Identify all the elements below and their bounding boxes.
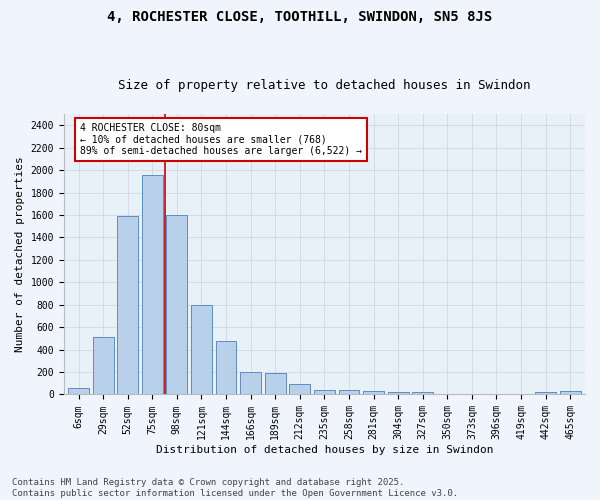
Title: Size of property relative to detached houses in Swindon: Size of property relative to detached ho… bbox=[118, 79, 530, 92]
Bar bbox=[191, 304, 212, 394]
Bar bbox=[388, 392, 409, 394]
Bar bbox=[68, 388, 89, 394]
Bar bbox=[215, 340, 236, 394]
Y-axis label: Number of detached properties: Number of detached properties bbox=[15, 156, 25, 352]
Text: Contains HM Land Registry data © Crown copyright and database right 2025.
Contai: Contains HM Land Registry data © Crown c… bbox=[12, 478, 458, 498]
Bar bbox=[117, 216, 138, 394]
X-axis label: Distribution of detached houses by size in Swindon: Distribution of detached houses by size … bbox=[155, 445, 493, 455]
Bar bbox=[314, 390, 335, 394]
Bar bbox=[142, 174, 163, 394]
Bar bbox=[289, 384, 310, 394]
Bar bbox=[535, 392, 556, 394]
Bar bbox=[265, 372, 286, 394]
Bar bbox=[240, 372, 261, 394]
Bar bbox=[560, 391, 581, 394]
Bar bbox=[412, 392, 433, 394]
Bar bbox=[166, 215, 187, 394]
Text: 4 ROCHESTER CLOSE: 80sqm
← 10% of detached houses are smaller (768)
89% of semi-: 4 ROCHESTER CLOSE: 80sqm ← 10% of detach… bbox=[80, 123, 362, 156]
Text: 4, ROCHESTER CLOSE, TOOTHILL, SWINDON, SN5 8JS: 4, ROCHESTER CLOSE, TOOTHILL, SWINDON, S… bbox=[107, 10, 493, 24]
Bar bbox=[363, 391, 384, 394]
Bar bbox=[92, 338, 113, 394]
Bar bbox=[338, 390, 359, 394]
